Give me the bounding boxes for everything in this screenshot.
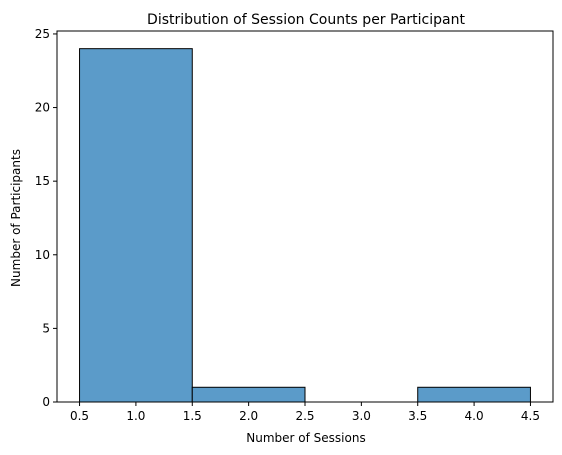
y-tick-label-4: 20 <box>35 101 50 115</box>
x-tick-label-1: 1.0 <box>126 409 145 423</box>
x-tick-label-8: 4.5 <box>521 409 540 423</box>
x-tick-label-4: 2.5 <box>295 409 314 423</box>
plot-frame <box>56 30 554 403</box>
histogram-bar-0 <box>79 48 193 403</box>
chart-title: Distribution of Session Counts per Parti… <box>147 12 465 28</box>
x-tick-label-2: 1.5 <box>183 409 202 423</box>
x-tick-label-0: 0.5 <box>70 409 89 423</box>
y-tick-label-5: 25 <box>35 27 50 41</box>
y-tick-label-3: 15 <box>35 174 50 188</box>
histogram-bar-3 <box>417 386 531 403</box>
y-tick-label-2: 10 <box>35 248 50 262</box>
y-tick-label-0: 0 <box>42 395 50 409</box>
x-tick-label-7: 4.0 <box>465 409 484 423</box>
x-tick-label-5: 3.0 <box>352 409 371 423</box>
y-axis-label: Number of Participants <box>9 149 23 287</box>
x-axis-label: Number of Sessions <box>246 431 365 445</box>
x-tick-label-3: 2.0 <box>239 409 258 423</box>
histogram-bar-1 <box>191 386 306 403</box>
y-axis-ticks: 0 5 10 15 20 25 <box>35 27 57 409</box>
x-tick-label-6: 3.5 <box>408 409 427 423</box>
y-tick-label-1: 5 <box>42 321 50 335</box>
x-axis-ticks: 0.5 1.0 1.5 2.0 2.5 3.0 3.5 4.0 4.5 <box>70 402 540 423</box>
bars-group <box>79 48 531 403</box>
